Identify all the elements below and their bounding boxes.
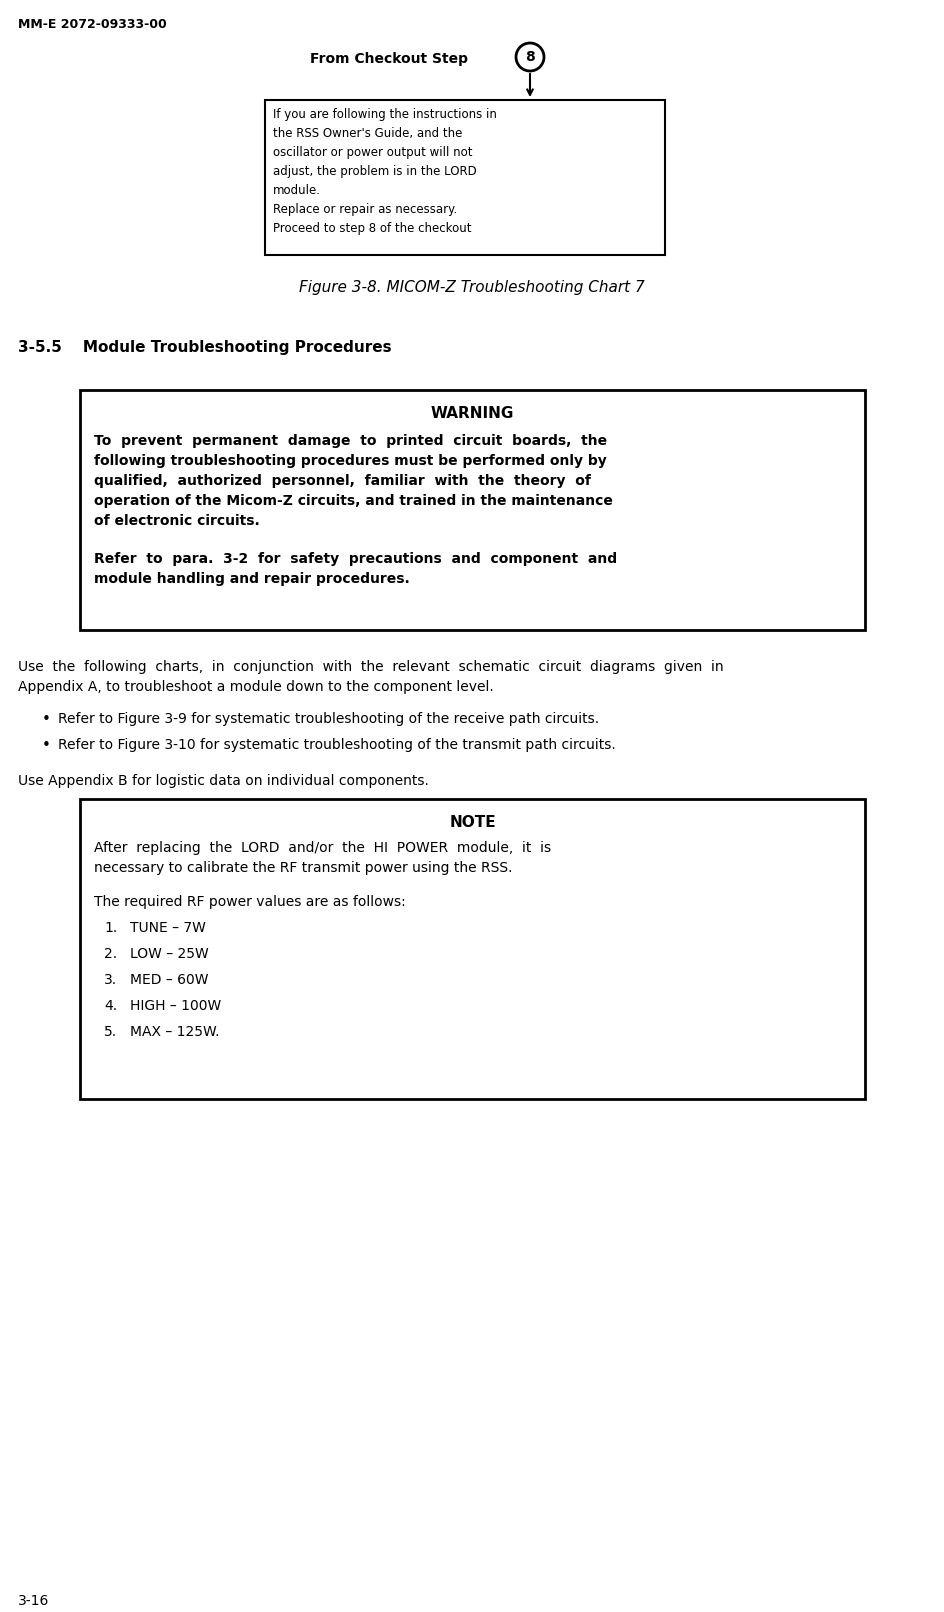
Text: The required RF power values are as follows:: The required RF power values are as foll… [94, 895, 406, 909]
Text: From Checkout Step: From Checkout Step [310, 52, 468, 66]
Text: Refer to Figure 3-9 for systematic troubleshooting of the receive path circuits.: Refer to Figure 3-9 for systematic troub… [58, 713, 599, 725]
Text: 3-5.5    Module Troubleshooting Procedures: 3-5.5 Module Troubleshooting Procedures [18, 340, 392, 355]
Text: oscillator or power output will not: oscillator or power output will not [273, 147, 473, 160]
Bar [265, 100, 665, 255]
Bar [80, 800, 865, 1099]
Text: NOTE: NOTE [449, 816, 496, 830]
Text: To  prevent  permanent  damage  to  printed  circuit  boards,  the: To prevent permanent damage to printed c… [94, 434, 607, 448]
Text: 1.: 1. [104, 920, 117, 935]
Circle shape [516, 44, 544, 71]
Text: adjust, the problem is in the LORD: adjust, the problem is in the LORD [273, 164, 477, 177]
Text: Figure 3-8. MICOM-Z Troubleshooting Chart 7: Figure 3-8. MICOM-Z Troubleshooting Char… [299, 280, 645, 295]
Text: Use  the  following  charts,  in  conjunction  with  the  relevant  schematic  c: Use the following charts, in conjunction… [18, 659, 724, 674]
Text: of electronic circuits.: of electronic circuits. [94, 514, 260, 529]
Text: •: • [42, 713, 51, 727]
Text: 4.: 4. [104, 999, 117, 1012]
Text: 3.: 3. [104, 974, 117, 987]
Text: MM-E 2072-09333-00: MM-E 2072-09333-00 [18, 18, 167, 31]
Text: operation of the Micom-Z circuits, and trained in the maintenance: operation of the Micom-Z circuits, and t… [94, 493, 613, 508]
Text: the RSS Owner's Guide, and the: the RSS Owner's Guide, and the [273, 127, 463, 140]
Text: MED – 60W: MED – 60W [130, 974, 209, 987]
Text: Proceed to step 8 of the checkout: Proceed to step 8 of the checkout [273, 222, 471, 235]
Text: After  replacing  the  LORD  and/or  the  HI  POWER  module,  it  is: After replacing the LORD and/or the HI P… [94, 841, 551, 854]
Text: 5.: 5. [104, 1025, 117, 1040]
Text: If you are following the instructions in: If you are following the instructions in [273, 108, 497, 121]
Text: 8: 8 [525, 50, 535, 64]
Text: Refer  to  para.  3-2  for  safety  precautions  and  component  and: Refer to para. 3-2 for safety precaution… [94, 551, 617, 566]
Bar [80, 390, 865, 630]
Text: 2.: 2. [104, 946, 117, 961]
Text: 3-16: 3-16 [18, 1594, 49, 1609]
Text: module.: module. [273, 184, 321, 197]
Text: Replace or repair as necessary.: Replace or repair as necessary. [273, 203, 457, 216]
Text: necessary to calibrate the RF transmit power using the RSS.: necessary to calibrate the RF transmit p… [94, 861, 513, 875]
Text: HIGH – 100W: HIGH – 100W [130, 999, 221, 1012]
Text: qualified,  authorized  personnel,  familiar  with  the  theory  of: qualified, authorized personnel, familia… [94, 474, 591, 488]
Text: LOW – 25W: LOW – 25W [130, 946, 209, 961]
Text: TUNE – 7W: TUNE – 7W [130, 920, 206, 935]
Text: Refer to Figure 3-10 for systematic troubleshooting of the transmit path circuit: Refer to Figure 3-10 for systematic trou… [58, 738, 615, 753]
Text: Use Appendix B for logistic data on individual components.: Use Appendix B for logistic data on indi… [18, 774, 429, 788]
Text: MAX – 125W.: MAX – 125W. [130, 1025, 220, 1040]
Text: •: • [42, 738, 51, 753]
Text: following troubleshooting procedures must be performed only by: following troubleshooting procedures mus… [94, 455, 607, 467]
Text: module handling and repair procedures.: module handling and repair procedures. [94, 572, 410, 587]
Text: WARNING: WARNING [430, 406, 514, 421]
Text: Appendix A, to troubleshoot a module down to the component level.: Appendix A, to troubleshoot a module dow… [18, 680, 494, 695]
